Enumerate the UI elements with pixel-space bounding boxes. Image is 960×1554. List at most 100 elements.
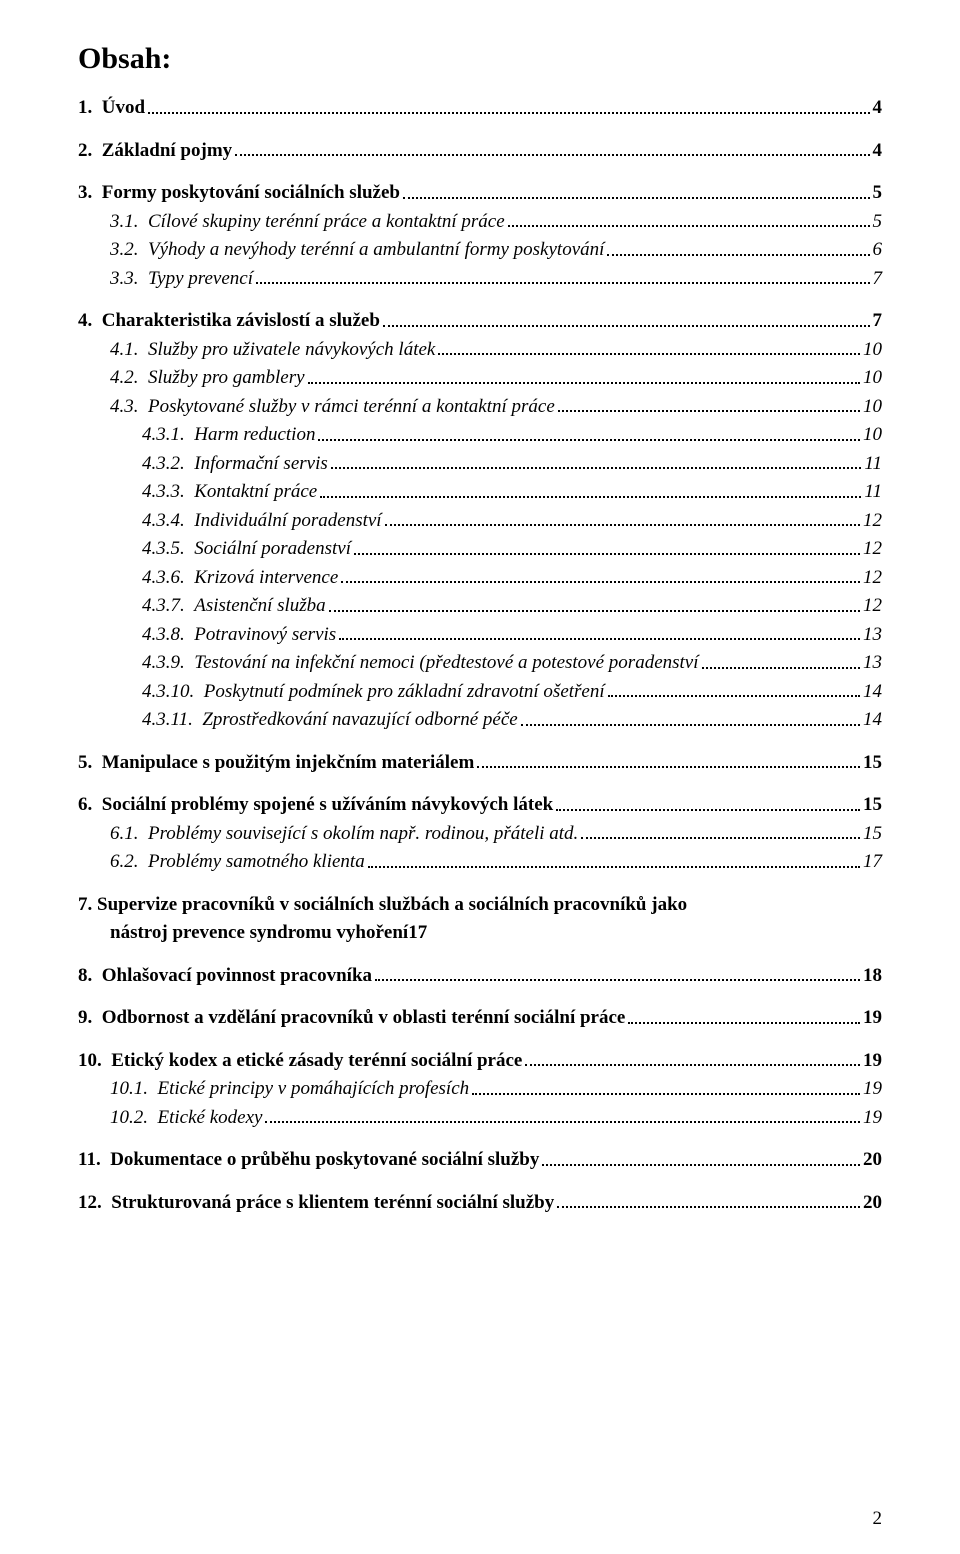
toc-entry-number: 12.: [78, 1189, 111, 1218]
toc-leader-dots: [477, 766, 860, 768]
toc-entry-page: 19: [863, 1104, 882, 1133]
toc-entry-number: 3.2.: [110, 236, 148, 265]
toc-leader-dots: [368, 866, 860, 868]
toc-leader-dots: [235, 154, 869, 156]
toc-leader-dots: [438, 353, 860, 355]
toc-leader-dots: [339, 638, 860, 640]
toc-entry-label: nástroj prevence syndromu vyhoření: [110, 919, 408, 948]
toc-entry-page: 10: [863, 364, 882, 393]
toc-entry-number: 4.3.6.: [142, 564, 194, 593]
toc-entry-number: 4.3.8.: [142, 621, 194, 650]
toc-entry-number: 11.: [78, 1146, 110, 1175]
toc-entry-number: 2.: [78, 137, 102, 166]
toc-entry-page: 11: [864, 478, 882, 507]
toc-entry-page: 17: [863, 848, 882, 877]
toc-entry-page: 4: [873, 137, 883, 166]
toc-entry-page: 7: [873, 265, 883, 294]
toc-entry: 1. Úvod 4: [78, 94, 882, 123]
toc-entry-page: 11: [864, 450, 882, 479]
toc-entry-label: Ohlašovací povinnost pracovníka: [102, 962, 372, 991]
toc-entry-page: 10: [863, 393, 882, 422]
toc-entry-page: 13: [863, 621, 882, 650]
toc-entry-page: 10: [863, 336, 882, 365]
toc-entry-label: Služby pro uživatele návykových látek: [148, 336, 435, 365]
toc-entry: 4.3.1. Harm reduction 10: [78, 421, 882, 450]
toc-entry-label: Strukturovaná práce s klientem terénní s…: [111, 1189, 554, 1218]
toc-leader-dots: [320, 496, 861, 498]
toc-entry-number: 4.3.2.: [142, 450, 194, 479]
toc-entry: 7. Supervize pracovníků v sociálních slu…: [78, 891, 882, 948]
toc-entry-page: 15: [863, 791, 882, 820]
toc-entry: 4.3.2. Informační servis 11: [78, 450, 882, 479]
toc-entry-label: Krizová intervence: [194, 564, 338, 593]
toc-leader-dots: [628, 1022, 860, 1024]
toc-entry-label: Základní pojmy: [102, 137, 232, 166]
toc-entry-line2: nástroj prevence syndromu vyhoření17: [78, 919, 882, 948]
toc-entry-page: 19: [863, 1075, 882, 1104]
toc-list: 1. Úvod 4 2. Základní pojmy 4 3. Formy pos…: [78, 94, 882, 1217]
toc-entry-label: Individuální poradenství: [194, 507, 381, 536]
toc-entry-label: Sociální problémy spojené s užíváním náv…: [102, 791, 553, 820]
toc-entry-label: Charakteristika závislostí a služeb: [102, 307, 380, 336]
page-number: 2: [873, 1508, 883, 1530]
page: Obsah: 1. Úvod 4 2. Základní pojmy 4 3. Fo…: [0, 0, 960, 1554]
toc-entry-label: Formy poskytování sociálních služeb: [102, 179, 400, 208]
toc-entry-page: 14: [863, 706, 882, 735]
toc-entry-page: 12: [863, 535, 882, 564]
toc-entry-label: Informační servis: [194, 450, 328, 479]
toc-entry-label: Typy prevencí: [148, 265, 253, 294]
toc-entry-number: 6.1.: [110, 820, 148, 849]
toc-entry-page: 20: [863, 1146, 882, 1175]
toc-entry: 3.2. Výhody a nevýhody terénní a ambulan…: [78, 236, 882, 265]
toc-entry: 4.1. Služby pro uživatele návykových lát…: [78, 336, 882, 365]
toc-entry: 3. Formy poskytování sociálních služeb 5: [78, 179, 882, 208]
toc-entry-label: Asistenční služba: [194, 592, 325, 621]
toc-leader-dots: [148, 112, 869, 114]
toc-entry-label: Etický kodex a etické zásady terénní soc…: [111, 1047, 522, 1076]
toc-entry-number: 4.3.9.: [142, 649, 194, 678]
toc-entry-label: Výhody a nevýhody terénní a ambulantní f…: [148, 236, 604, 265]
toc-entry-label: Potravinový servis: [194, 621, 336, 650]
toc-entry: 4.3.5. Sociální poradenství 12: [78, 535, 882, 564]
toc-entry-number: 4.3.7.: [142, 592, 194, 621]
toc-leader-dots: [375, 979, 860, 981]
toc-entry-label: Problémy samotného klienta: [148, 848, 365, 877]
toc-leader-dots: [265, 1121, 860, 1123]
toc-entry: 10.1. Etické principy v pomáhajících pro…: [78, 1075, 882, 1104]
toc-leader-dots: [581, 837, 860, 839]
toc-entry-page: 12: [863, 507, 882, 536]
toc-entry: 6.2. Problémy samotného klienta 17: [78, 848, 882, 877]
toc-entry-number: 9.: [78, 1004, 102, 1033]
toc-leader-dots: [308, 382, 860, 384]
toc-entry-page: 15: [863, 749, 882, 778]
toc-leader-dots: [608, 695, 860, 697]
toc-entry-number: 5.: [78, 749, 102, 778]
toc-entry-label: Kontaktní práce: [194, 478, 317, 507]
toc-entry: 10.2. Etické kodexy 19: [78, 1104, 882, 1133]
toc-entry-number: 4.3.4.: [142, 507, 194, 536]
toc-entry: 5. Manipulace s použitým injekčním mater…: [78, 749, 882, 778]
toc-entry-label: Sociální poradenství: [194, 535, 351, 564]
toc-leader-dots: [542, 1164, 860, 1166]
toc-entry: 12. Strukturovaná práce s klientem terén…: [78, 1189, 882, 1218]
toc-leader-dots: [702, 667, 860, 669]
toc-entry: 4.3.6. Krizová intervence 12: [78, 564, 882, 593]
toc-entry-number: 4.3.10.: [142, 678, 204, 707]
toc-entry-number: 6.: [78, 791, 102, 820]
toc-entry-label: Manipulace s použitým injekčním materiál…: [102, 749, 475, 778]
toc-entry-page: 17: [408, 919, 427, 948]
toc-entry-number: 3.3.: [110, 265, 148, 294]
toc-title: Obsah:: [78, 42, 882, 76]
toc-leader-dots: [525, 1064, 860, 1066]
toc-entry: 3.3. Typy prevencí 7: [78, 265, 882, 294]
toc-entry: 4.3.10. Poskytnutí podmínek pro základní…: [78, 678, 882, 707]
toc-entry-page: 20: [863, 1189, 882, 1218]
toc-leader-dots: [556, 809, 860, 811]
toc-entry-label: Harm reduction: [194, 421, 315, 450]
toc-entry-label: Testování na infekční nemoci (předtestov…: [194, 649, 698, 678]
toc-entry-page: 19: [863, 1004, 882, 1033]
toc-entry-label: Etické kodexy: [158, 1104, 263, 1133]
toc-leader-dots: [558, 410, 860, 412]
toc-entry-page: 6: [873, 236, 883, 265]
toc-leader-dots: [607, 254, 869, 256]
